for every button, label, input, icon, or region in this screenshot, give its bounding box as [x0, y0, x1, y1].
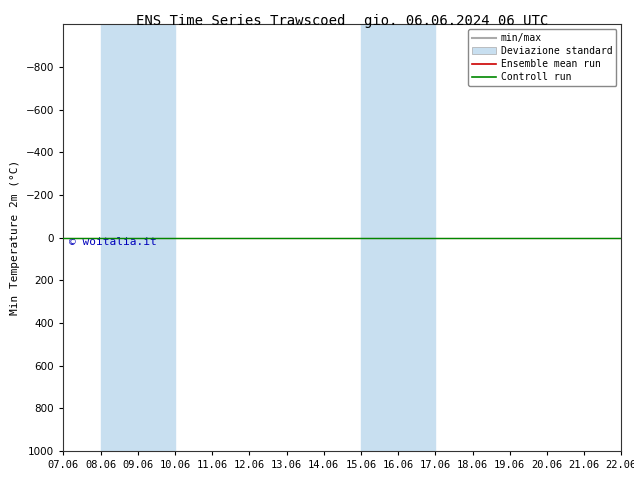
Text: ENS Time Series Trawscoed: ENS Time Series Trawscoed [136, 14, 346, 28]
Bar [101, 24, 175, 451]
Legend: min/max, Deviazione standard, Ensemble mean run, Controll run: min/max, Deviazione standard, Ensemble m… [468, 29, 616, 86]
Bar [361, 24, 436, 451]
Y-axis label: Min Temperature 2m (°C): Min Temperature 2m (°C) [10, 160, 20, 315]
Text: © woitalia.it: © woitalia.it [69, 237, 157, 247]
Text: gio. 06.06.2024 06 UTC: gio. 06.06.2024 06 UTC [365, 14, 548, 28]
